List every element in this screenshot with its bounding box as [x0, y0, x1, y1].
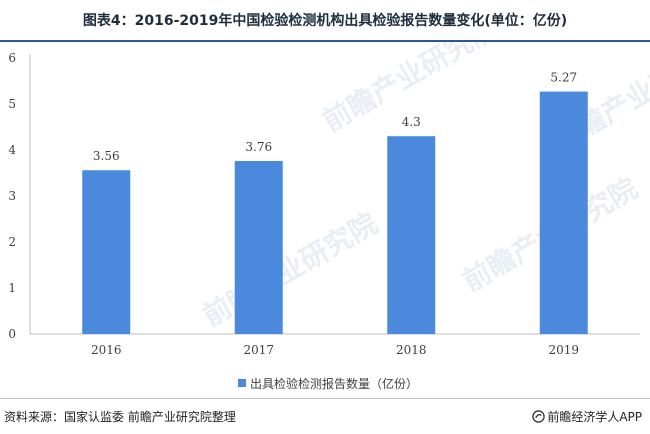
x-tick-label: 2017: [243, 343, 274, 357]
y-tick-label: 6: [8, 51, 16, 65]
x-tick-label: 2019: [548, 343, 579, 357]
x-tick-label: 2016: [91, 343, 122, 357]
y-tick-label: 3: [8, 189, 16, 203]
y-tick-label: 0: [8, 327, 16, 341]
brand-logo-icon: [532, 410, 546, 423]
footer: 资料来源：国家认监委 前瞻产业研究院整理 前瞻经济学人APP: [0, 399, 650, 434]
y-tick-label: 5: [8, 97, 16, 111]
bar: [539, 91, 588, 334]
source-note: 资料来源：国家认监委 前瞻产业研究院整理: [4, 410, 236, 424]
legend: 出具检验检测报告数量（亿份）: [237, 376, 418, 391]
brand: 前瞻经济学人APP: [532, 408, 642, 425]
bar: [387, 136, 436, 334]
chart-title: 图表4：2016-2019年中国检验检测机构出具检验报告数量变化(单位：亿份): [82, 13, 568, 29]
legend-label: 出具检验检测报告数量（亿份）: [250, 376, 418, 391]
x-tick-label: 2018: [396, 343, 427, 357]
data-label: 4.3: [402, 115, 421, 129]
title-divider: [0, 40, 650, 42]
bar: [82, 170, 131, 334]
data-label: 3.76: [245, 140, 272, 154]
legend-swatch: [237, 379, 246, 387]
bar: [234, 161, 283, 334]
footer-divider: [0, 398, 650, 399]
data-label: 3.56: [93, 149, 120, 163]
y-tick-label: 1: [8, 281, 16, 295]
data-label: 5.27: [550, 71, 577, 85]
y-tick-label: 2: [8, 235, 16, 249]
bars-layer: 3.56 2016 3.76 2017 4.3 2018 5.27 2019: [82, 71, 588, 357]
y-tick-label: 4: [8, 143, 16, 157]
chart-title-bar: 图表4：2016-2019年中国检验检测机构出具检验报告数量变化(单位：亿份): [0, 0, 650, 40]
watermark-text: 前瞻产业研究院: [197, 206, 383, 333]
brand-name: 前瞻经济学人APP: [547, 410, 642, 424]
axes: 0 1 2 3 4 5 6: [8, 51, 640, 341]
